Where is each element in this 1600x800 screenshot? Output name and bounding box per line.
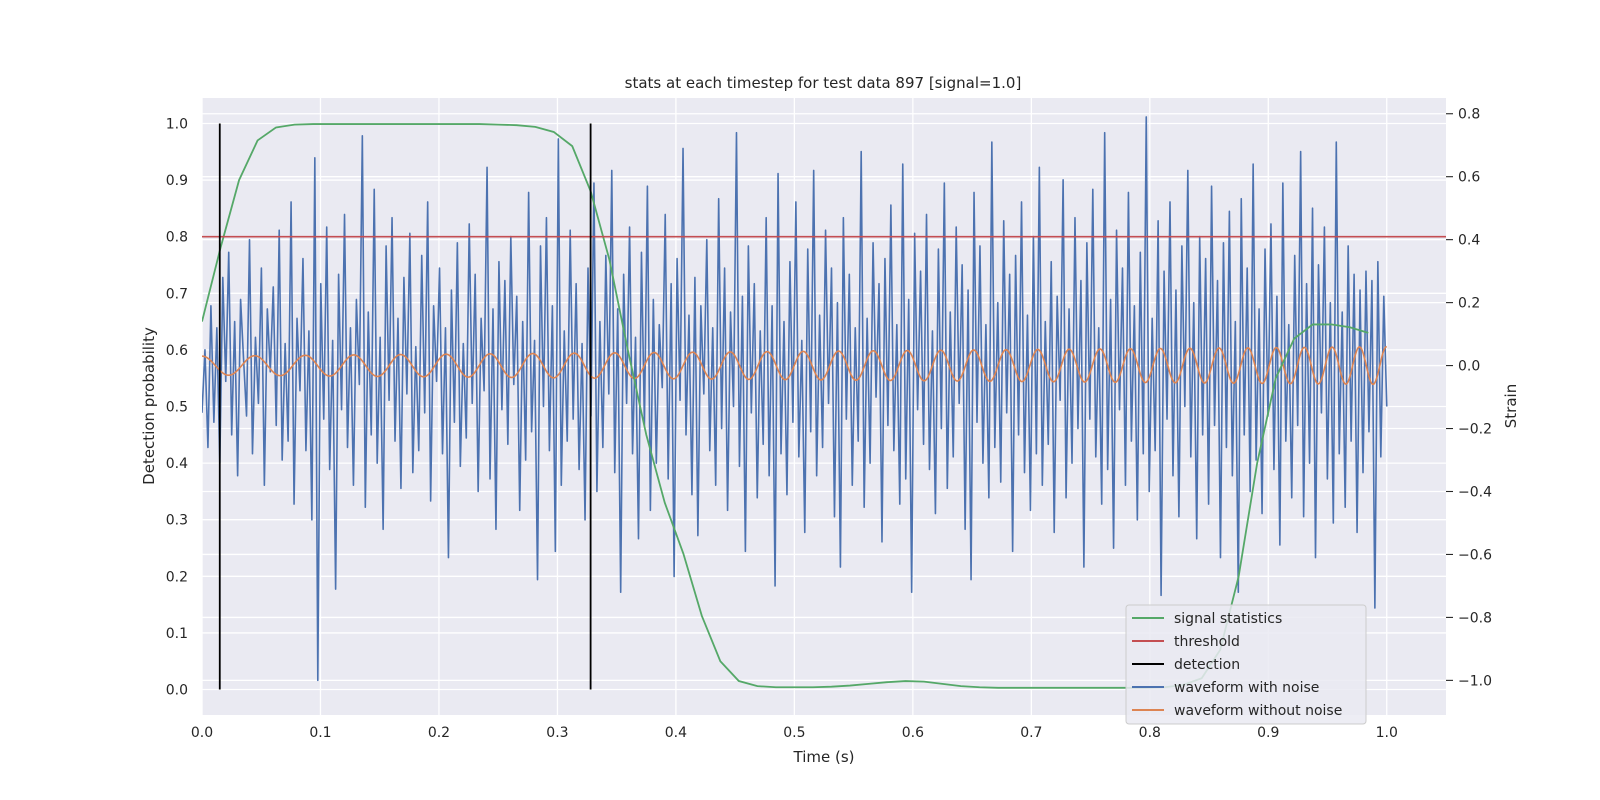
y2-axis-label: Strain	[1502, 384, 1520, 428]
x-tick-label: 0.3	[546, 725, 568, 741]
x-tick-label: 0.2	[428, 725, 450, 741]
y-tick-label: 0.6	[166, 343, 188, 359]
legend-label-waveform-without-noise: waveform without noise	[1174, 703, 1342, 719]
legend-label-signal-statistics: signal statistics	[1174, 611, 1282, 627]
y-tick-label: 0.4	[166, 456, 188, 472]
series-waveform-with-noise	[202, 116, 1388, 682]
y2-tick-label: −0.2	[1458, 422, 1492, 438]
y-tick-label: 0.8	[166, 230, 188, 246]
y2-tick-label: 0.8	[1458, 107, 1480, 123]
chart-title: stats at each timestep for test data 897…	[625, 74, 1022, 92]
y-tick-label: 0.9	[166, 173, 188, 189]
y-axis-label: Detection probability	[140, 327, 158, 485]
axes: 0.0 0.1 0.2 0.3 0.4 0.5 0.6 0.7 0.8 0.9 1.0 0.0 0.1 0…	[166, 107, 1492, 741]
x-tick-label: 0.5	[783, 725, 805, 741]
legend-box	[1125, 604, 1367, 725]
x-axis-label: Time (s)	[793, 748, 855, 766]
y2-tick-label: −0.4	[1458, 484, 1492, 500]
y2-tick-label: 0.0	[1458, 359, 1480, 375]
x-tick-label: 0.9	[1257, 725, 1279, 741]
x-tick-label: 0.8	[1139, 725, 1161, 741]
legend-label-waveform-with-noise: waveform with noise	[1174, 680, 1319, 696]
y-tick-label: 0.2	[166, 569, 188, 585]
x-tick-label: 0.6	[902, 725, 924, 741]
x-tick-label: 0.4	[665, 725, 687, 741]
legend-label-detection: detection	[1174, 657, 1240, 673]
y2-tick-label: −0.6	[1458, 547, 1492, 563]
y-tick-label: 0.5	[166, 400, 188, 416]
legend: signal statistics threshold detection wa…	[1125, 604, 1367, 725]
series-waveform-without-noise	[202, 345, 1387, 386]
y-tick-label: 0.0	[166, 683, 188, 699]
y-tick-label: 0.7	[166, 286, 188, 302]
y2-tick-label: 0.4	[1458, 233, 1480, 249]
x-tick-label: 0.1	[309, 725, 331, 741]
y-tick-label: 0.3	[166, 513, 188, 529]
y-tick-label: 0.1	[166, 626, 188, 642]
legend-label-threshold: threshold	[1174, 634, 1240, 650]
y2-tick-label: −1.0	[1458, 673, 1492, 689]
x-tick-label: 0.7	[1020, 725, 1042, 741]
x-tick-label: 1.0	[1376, 725, 1398, 741]
x-tick-label: 0.0	[191, 725, 213, 741]
y-tick-label: 1.0	[166, 116, 188, 132]
y2-tick-label: 0.6	[1458, 170, 1480, 186]
y2-tick-label: 0.2	[1458, 296, 1480, 312]
y2-tick-label: −0.8	[1458, 610, 1492, 626]
